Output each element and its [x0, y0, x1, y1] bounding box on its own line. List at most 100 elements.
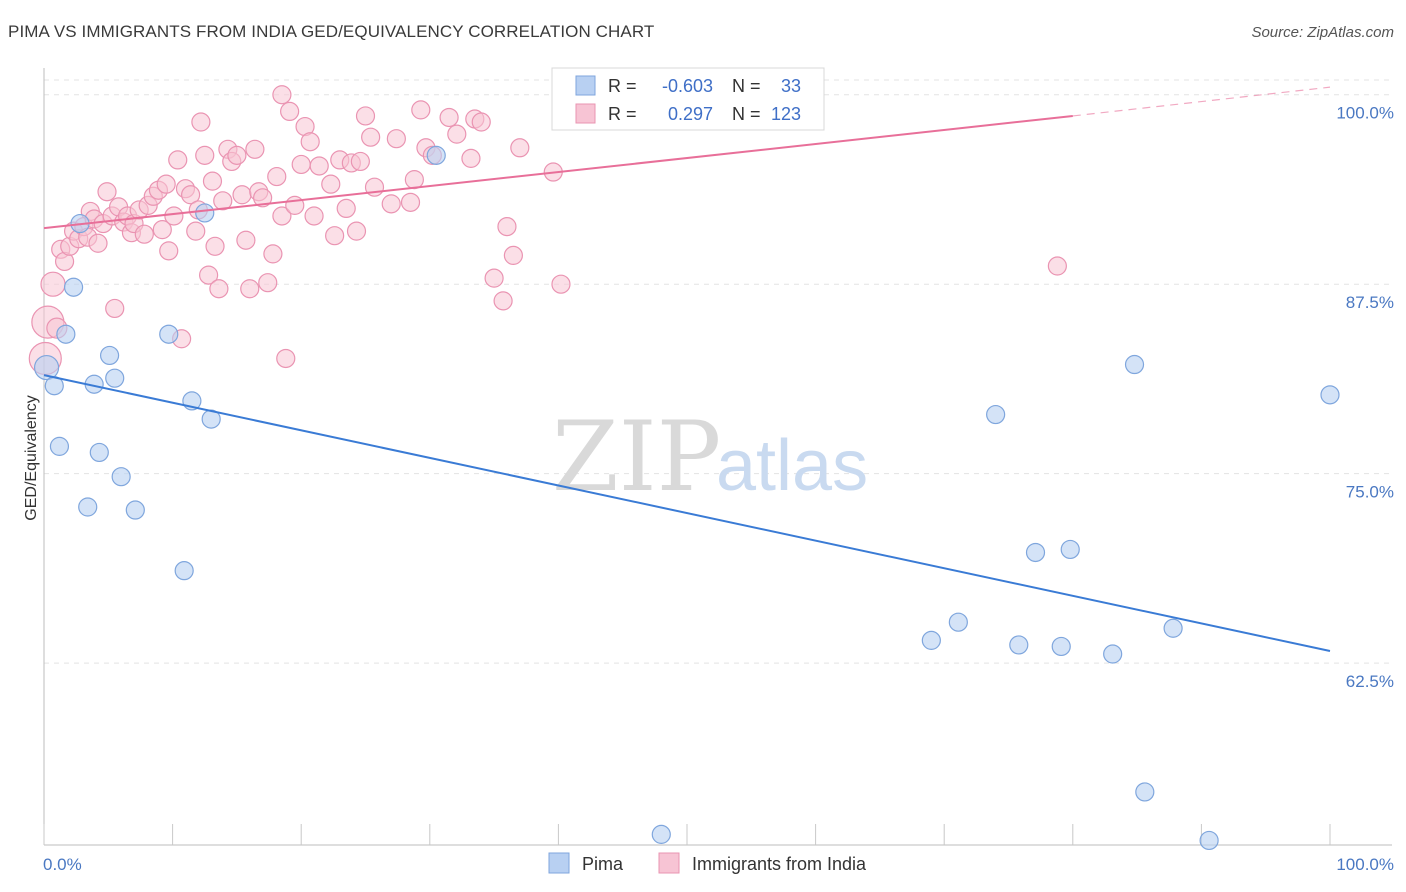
pima-point-27: [1103, 644, 1123, 664]
india-point-95: [1047, 256, 1067, 276]
india-point-41: [202, 171, 223, 191]
pima-point-8: [89, 442, 109, 463]
pima-point-0: [33, 354, 60, 381]
india-point-84: [447, 124, 467, 144]
stats-legend-box: [551, 67, 825, 131]
pima-point-30: [1163, 618, 1183, 638]
y-axis-label: GED/Equivalency: [23, 395, 40, 520]
pima-point-12: [125, 500, 145, 520]
india-trend-line-extension: [1072, 86, 1331, 117]
legend-r-value-india: 0.297: [668, 104, 713, 124]
india-point-91: [503, 245, 523, 265]
india-point-72: [350, 151, 370, 172]
pima-point-3: [56, 324, 76, 344]
chart-title: PIMA VS IMMIGRANTS FROM INDIA GED/EQUIVA…: [8, 22, 655, 41]
pima-trend-line: [43, 374, 1331, 652]
gridlines: [44, 79, 1392, 664]
india-point-51: [245, 139, 265, 159]
series-legend-label-india: Immigrants from India: [692, 854, 867, 874]
india-point-32: [168, 150, 188, 170]
india-point-80: [411, 100, 431, 120]
legend-swatch-india: [575, 103, 596, 124]
india-point-56: [267, 166, 287, 187]
india-point-79: [404, 170, 424, 190]
india-point-77: [386, 129, 406, 149]
watermark-zip: ZIP: [552, 401, 721, 513]
india-point-15: [97, 182, 117, 202]
pima-point-6: [78, 497, 98, 517]
india-point-89: [493, 291, 513, 311]
pima-point-18: [426, 145, 446, 165]
y-tick-label-1: 75.0%: [1346, 483, 1394, 502]
pima-point-2: [49, 436, 70, 456]
trend-lines: [43, 86, 1331, 652]
india-point-17: [105, 298, 125, 319]
india-point-83: [439, 107, 459, 128]
india-point-54: [258, 273, 278, 293]
pima-point-29: [1135, 782, 1155, 802]
india-point-53: [253, 188, 273, 208]
pima-point-21: [948, 612, 968, 632]
pima-point-26: [1060, 539, 1080, 560]
pima-point-24: [1025, 542, 1046, 563]
india-trend-line: [43, 114, 1073, 230]
pima-point-20: [921, 630, 941, 650]
y-tick-label-2: 87.5%: [1346, 293, 1394, 312]
india-point-59: [280, 101, 300, 122]
x-tick-labels: 0.0% 100.0%: [43, 855, 1394, 874]
legend-r-value-pima: -0.603: [662, 76, 713, 96]
legend-n-label-india: N =: [732, 104, 761, 124]
pima-point-9: [99, 345, 120, 366]
india-point-71: [346, 221, 367, 241]
india-point-44: [213, 191, 233, 211]
legend-swatch-pima: [575, 75, 596, 96]
watermark: ZIP atlas: [552, 401, 868, 513]
india-point-2: [40, 271, 66, 297]
india-point-69: [336, 198, 356, 219]
india-point-96: [272, 85, 292, 105]
india-point-42: [205, 236, 225, 256]
india-point-36: [186, 221, 206, 241]
india-point-48: [232, 185, 252, 205]
india-series-points: [28, 85, 1067, 376]
india-point-78: [400, 192, 421, 212]
pima-point-32: [1320, 385, 1340, 405]
pima-series-points: [33, 145, 1340, 851]
india-point-61: [291, 154, 311, 175]
india-point-57: [272, 206, 292, 226]
legend-n-value-india: 123: [771, 104, 801, 124]
pima-point-22: [986, 404, 1006, 425]
india-point-49: [236, 230, 256, 250]
india-point-67: [325, 226, 345, 246]
legend-n-label-pima: N =: [732, 76, 761, 96]
india-point-73: [355, 106, 376, 126]
series-legend: Pima Immigrants from India: [548, 852, 867, 874]
chart-source: Source: ZipAtlas.com: [1251, 24, 1394, 41]
india-point-63: [300, 132, 320, 152]
pima-point-28: [1124, 354, 1145, 375]
india-point-74: [361, 127, 381, 147]
pima-point-16: [195, 203, 215, 223]
y-tick-labels: 62.5% 75.0% 87.5% 100.0%: [1336, 104, 1394, 691]
pima-point-11: [111, 467, 131, 487]
legend-r-label-india: R =: [608, 104, 637, 124]
india-point-87: [471, 112, 491, 132]
india-point-38: [191, 112, 211, 132]
x-tick-label-0: 0.0%: [43, 855, 82, 874]
india-point-88: [484, 268, 504, 288]
series-legend-swatch-pima: [548, 852, 570, 874]
legend-n-value-pima: 33: [781, 76, 801, 96]
india-point-28: [152, 220, 172, 240]
india-point-40: [199, 265, 219, 285]
india-point-85: [461, 148, 481, 168]
pima-point-23: [1009, 635, 1029, 655]
india-point-76: [381, 194, 401, 214]
india-point-92: [510, 138, 530, 158]
india-point-64: [304, 206, 324, 226]
india-point-29: [156, 174, 176, 194]
watermark-atlas: atlas: [716, 426, 868, 506]
series-legend-swatch-india: [658, 852, 680, 874]
india-point-65: [309, 156, 329, 176]
india-point-39: [195, 145, 215, 165]
